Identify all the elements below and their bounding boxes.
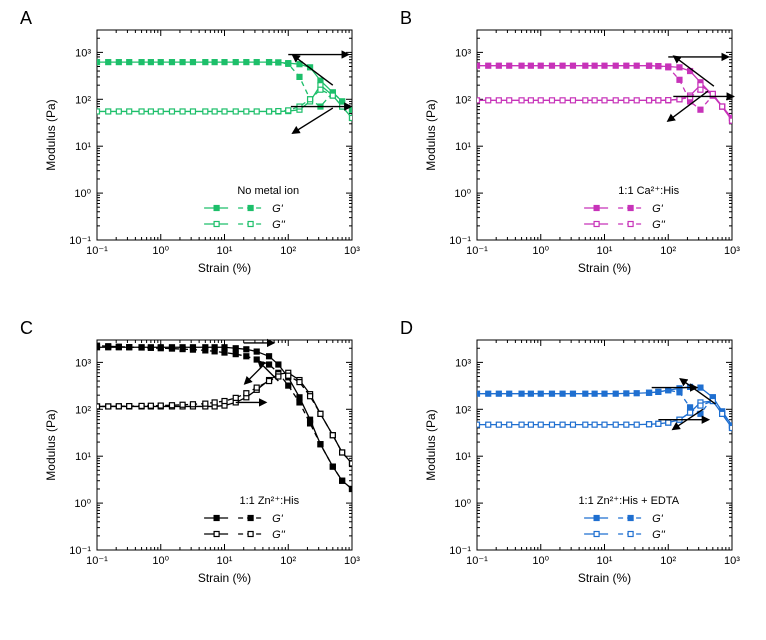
svg-text:10¹: 10¹ xyxy=(217,245,233,257)
figure: A B C D 10⁻¹ 10⁰ 10¹ 10² 10³ 10⁻¹ 10⁰ 10¹ 10² 10³… xyxy=(0,0,766,640)
svg-text:No metal ion: No metal ion xyxy=(237,185,299,197)
svg-text:G'': G'' xyxy=(272,529,286,541)
svg-text:10⁰: 10⁰ xyxy=(152,555,169,567)
panel-d: 10⁻¹10⁰10¹10²10³10⁻¹10⁰10¹10²10³Strain (… xyxy=(415,328,745,598)
svg-text:10³: 10³ xyxy=(455,47,471,59)
svg-text:G': G' xyxy=(652,513,664,525)
svg-text:10²: 10² xyxy=(660,245,676,257)
svg-text:10⁻¹: 10⁻¹ xyxy=(69,235,91,247)
svg-text:10⁰: 10⁰ xyxy=(532,245,549,257)
x-axis-label: Strain (%) xyxy=(578,261,631,275)
panel-a: 10⁻¹10⁰10¹10²10³10⁻¹10⁰10¹10²10³Strain (… xyxy=(35,18,365,288)
svg-text:G'': G'' xyxy=(272,219,286,231)
svg-text:10¹: 10¹ xyxy=(217,555,233,567)
svg-text:10¹: 10¹ xyxy=(597,555,613,567)
svg-text:10¹: 10¹ xyxy=(455,141,471,153)
svg-text:G': G' xyxy=(652,203,664,215)
panel-label-c: C xyxy=(20,318,33,339)
svg-text:10²: 10² xyxy=(660,555,676,567)
svg-text:10⁻¹: 10⁻¹ xyxy=(449,235,471,247)
chart-a: 10⁻¹10⁰10¹10²10³10⁻¹10⁰10¹10²10³Strain (… xyxy=(35,18,365,288)
svg-text:10⁰: 10⁰ xyxy=(74,498,91,510)
svg-text:10³: 10³ xyxy=(724,555,740,567)
svg-text:10³: 10³ xyxy=(724,245,740,257)
svg-text:1:1 Ca²⁺:His: 1:1 Ca²⁺:His xyxy=(618,185,679,197)
panel-b: 10⁻¹10⁰10¹10²10³10⁻¹10⁰10¹10²10³Strain (… xyxy=(415,18,745,288)
svg-text:10³: 10³ xyxy=(75,357,91,369)
x-axis-label: Strain (%) xyxy=(198,261,251,275)
svg-text:10³: 10³ xyxy=(75,47,91,59)
svg-text:10²: 10² xyxy=(75,94,91,106)
svg-text:G': G' xyxy=(272,513,284,525)
legend: 1:1 Ca²⁺:His G' G'' xyxy=(584,185,679,231)
panel-label-d: D xyxy=(400,318,413,339)
svg-text:10³: 10³ xyxy=(455,357,471,369)
svg-text:10³: 10³ xyxy=(344,555,360,567)
chart-d: 10⁻¹10⁰10¹10²10³10⁻¹10⁰10¹10²10³Strain (… xyxy=(415,328,745,598)
svg-text:10²: 10² xyxy=(280,555,296,567)
chart-c: 10⁻¹10⁰10¹10²10³10⁻¹10⁰10¹10²10³Strain (… xyxy=(35,328,365,598)
svg-text:10⁰: 10⁰ xyxy=(74,188,91,200)
svg-text:10²: 10² xyxy=(75,404,91,416)
chart-b: 10⁻¹10⁰10¹10²10³10⁻¹10⁰10¹10²10³Strain (… xyxy=(415,18,745,288)
svg-text:G'': G'' xyxy=(652,529,666,541)
svg-text:10⁻¹: 10⁻¹ xyxy=(449,545,471,557)
legend: 1:1 Zn²⁺:His G' G'' xyxy=(204,495,299,541)
svg-text:10⁰: 10⁰ xyxy=(454,188,471,200)
panel-label-a: A xyxy=(20,8,32,29)
svg-text:1:1 Zn²⁺:His: 1:1 Zn²⁺:His xyxy=(239,495,299,507)
panel-c: 10⁻¹10⁰10¹10²10³10⁻¹10⁰10¹10²10³Strain (… xyxy=(35,328,365,598)
x-axis-label: Strain (%) xyxy=(198,571,251,585)
legend: 1:1 Zn²⁺:His + EDTA G' G'' xyxy=(578,495,679,541)
svg-text:10⁰: 10⁰ xyxy=(152,245,169,257)
svg-text:10⁰: 10⁰ xyxy=(454,498,471,510)
y-axis-label: Modulus (Pa) xyxy=(424,99,438,170)
svg-text:G': G' xyxy=(272,203,284,215)
svg-text:G'': G'' xyxy=(652,219,666,231)
svg-text:10¹: 10¹ xyxy=(455,451,471,463)
panel-label-b: B xyxy=(400,8,412,29)
svg-text:10¹: 10¹ xyxy=(597,245,613,257)
svg-text:10²: 10² xyxy=(455,94,471,106)
svg-text:10²: 10² xyxy=(280,245,296,257)
x-axis-label: Strain (%) xyxy=(578,571,631,585)
legend: No metal ion G' G'' xyxy=(204,185,299,231)
svg-text:10⁻¹: 10⁻¹ xyxy=(69,545,91,557)
y-axis-label: Modulus (Pa) xyxy=(44,409,58,480)
y-axis-label: Modulus (Pa) xyxy=(424,409,438,480)
svg-text:10³: 10³ xyxy=(344,245,360,257)
svg-text:10²: 10² xyxy=(455,404,471,416)
svg-text:10⁰: 10⁰ xyxy=(532,555,549,567)
svg-text:10¹: 10¹ xyxy=(75,451,91,463)
svg-text:1:1 Zn²⁺:His + EDTA: 1:1 Zn²⁺:His + EDTA xyxy=(578,495,679,507)
y-axis-label: Modulus (Pa) xyxy=(44,99,58,170)
svg-text:10¹: 10¹ xyxy=(75,141,91,153)
